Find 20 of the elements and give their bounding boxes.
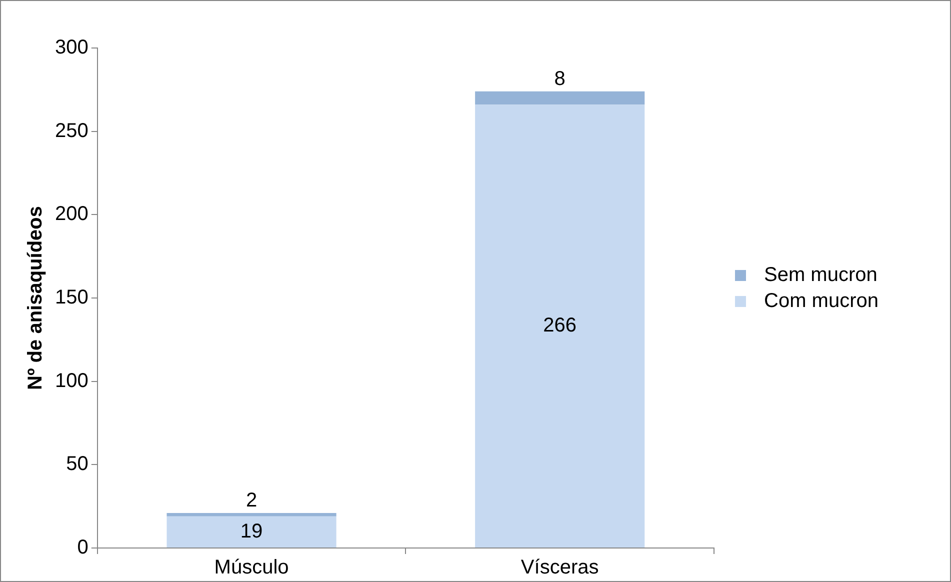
x-tick-label: Músculo bbox=[214, 556, 289, 579]
bar bbox=[166, 513, 336, 516]
y-tick-label: 300 bbox=[54, 36, 88, 59]
bar bbox=[166, 516, 336, 548]
y-axis-title: Nº de anisaquídeos bbox=[24, 206, 47, 390]
y-tick-label: 250 bbox=[54, 120, 88, 142]
y-tick-label: 150 bbox=[54, 286, 88, 309]
data-label: 19 bbox=[240, 520, 263, 542]
y-tick-label: 50 bbox=[66, 453, 88, 476]
legend-label: Com mucron bbox=[764, 290, 878, 312]
data-label: 8 bbox=[554, 68, 566, 90]
y-tick-label: 200 bbox=[54, 203, 88, 226]
bar bbox=[475, 91, 645, 105]
y-tick-label: 0 bbox=[77, 536, 88, 559]
x-tick-label: Vísceras bbox=[520, 556, 599, 579]
y-tick-label: 100 bbox=[54, 370, 88, 392]
data-label: 266 bbox=[543, 314, 577, 337]
legend-label: Sem mucron bbox=[764, 264, 878, 286]
data-label: 2 bbox=[246, 490, 258, 512]
bar bbox=[475, 104, 645, 548]
